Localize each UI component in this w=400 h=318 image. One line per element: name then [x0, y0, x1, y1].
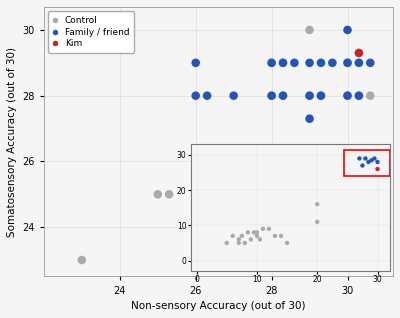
Point	[230, 192, 237, 197]
Point	[318, 93, 324, 98]
Point	[356, 60, 362, 66]
Point	[192, 93, 199, 98]
Point	[356, 93, 362, 98]
Point	[230, 93, 237, 98]
Point	[268, 60, 275, 66]
X-axis label: Non-sensory Accuracy (out of 30): Non-sensory Accuracy (out of 30)	[131, 301, 306, 311]
Point	[280, 60, 286, 66]
Point	[154, 192, 161, 197]
Y-axis label: Somatosensory Accuracy (out of 30): Somatosensory Accuracy (out of 30)	[7, 47, 17, 237]
Point	[204, 93, 210, 98]
Point	[329, 60, 336, 66]
Point	[356, 93, 362, 98]
Point	[344, 93, 351, 98]
Point	[344, 93, 351, 98]
Point	[344, 27, 351, 32]
Point	[306, 93, 313, 98]
Point	[268, 93, 275, 98]
Point	[166, 192, 172, 197]
Point	[280, 93, 286, 98]
Point	[79, 258, 85, 263]
Point	[367, 60, 374, 66]
Point	[306, 116, 313, 121]
Point	[356, 60, 362, 66]
Point	[367, 93, 374, 98]
Point	[280, 60, 286, 66]
Legend: Control, Family / friend, Kim: Control, Family / friend, Kim	[48, 11, 134, 53]
Point	[344, 60, 351, 66]
Point	[318, 93, 324, 98]
Point	[356, 51, 362, 56]
Point	[280, 93, 286, 98]
Point	[306, 60, 313, 66]
Point	[268, 93, 275, 98]
Point	[291, 60, 298, 66]
Point	[306, 27, 313, 32]
Point	[306, 93, 313, 98]
Point	[192, 60, 199, 66]
Point	[204, 159, 210, 164]
Point	[268, 60, 275, 66]
Point	[318, 60, 324, 66]
Point	[192, 159, 199, 164]
Point	[344, 60, 351, 66]
